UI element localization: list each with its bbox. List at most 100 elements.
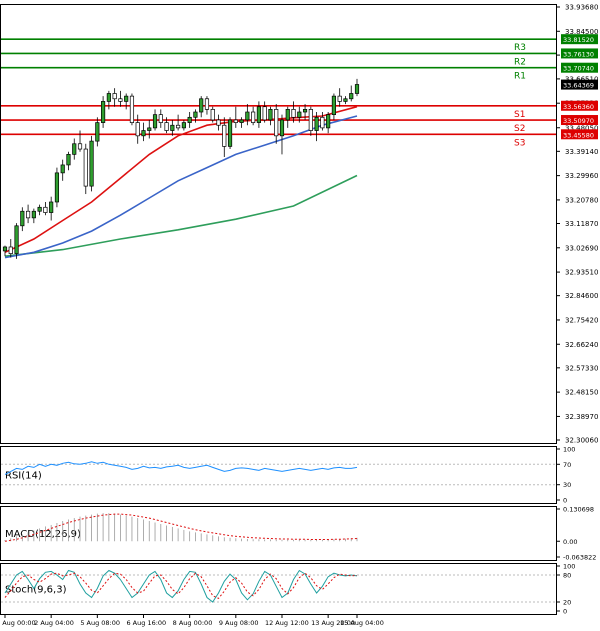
candle-bull: [106, 93, 111, 102]
price-tick-label: 33.20780: [565, 196, 598, 204]
price-tick-label: 32.48150: [565, 389, 598, 397]
candle-bull: [314, 116, 319, 131]
level-price-box-s3: [561, 129, 598, 140]
price-tick-label: 32.38970: [565, 413, 598, 421]
candle-bull: [181, 122, 186, 129]
candle-bull: [227, 119, 233, 147]
time-tick-label: 13 Aug 20:00: [311, 619, 355, 627]
price-tick-label: 33.29960: [565, 172, 598, 180]
candle-bear: [158, 114, 163, 123]
candle-bear: [83, 148, 88, 187]
level-name-s2: S2: [514, 124, 525, 134]
level-price-label-s3: 33.45580: [563, 131, 594, 139]
time-tick-label: 8 Aug 00:00: [173, 619, 213, 627]
stoch-title: Stoch(9,6,3): [5, 585, 67, 596]
level-price-label-s1: 33.56360: [563, 103, 594, 111]
price-tick-label: 32.30060: [565, 437, 598, 445]
candle-bull: [31, 210, 36, 219]
price-tick-label: 32.93510: [565, 269, 598, 277]
stoch-tick-label: 80: [563, 572, 571, 580]
time-tick-label: 2 Aug 04:00: [34, 619, 74, 627]
candle-bull: [95, 122, 100, 142]
candle-bear: [251, 111, 256, 123]
price-tick-label: 33.02690: [565, 244, 598, 252]
stoch-tick-label: 0: [563, 608, 567, 616]
rsi-tick-label: 0: [563, 497, 567, 505]
candle-bull: [326, 114, 331, 129]
candle-bull: [268, 109, 273, 121]
candle-bull: [101, 101, 106, 123]
level-name-r1: R1: [514, 72, 526, 82]
candle-bull: [124, 95, 129, 102]
time-tick-label: 12 Aug 12:00: [265, 619, 309, 627]
candle-bull: [187, 116, 192, 123]
level-name-r2: R2: [514, 57, 526, 67]
candle-bull: [245, 111, 250, 121]
macd-tick-label: 0.00: [563, 538, 577, 546]
candle-bull: [331, 95, 336, 116]
candle-bear: [210, 109, 215, 121]
candle-bull: [37, 206, 42, 212]
price-tick-label: 33.39140: [565, 148, 598, 156]
candle-bull: [60, 164, 65, 174]
level-name-r3: R3: [514, 43, 526, 53]
level-name-s3: S3: [514, 138, 525, 148]
candle-bull: [302, 109, 308, 113]
candle-bear: [129, 95, 135, 123]
candle-bull: [256, 106, 261, 123]
rsi-tick-label: 30: [563, 481, 571, 489]
level-name-s1: S1: [514, 110, 525, 120]
time-tick-label: 6 Aug 16:00: [126, 619, 166, 627]
panel-frame-1: [0, 446, 557, 504]
panel-frame-0: [0, 4, 557, 444]
candle-bear: [320, 116, 325, 129]
candle-bull: [170, 124, 175, 131]
candle-bear: [135, 122, 140, 137]
candle-bull: [2, 246, 8, 252]
candle-bull: [66, 154, 71, 166]
candle-bear: [308, 109, 313, 131]
level-price-box-r1: [561, 62, 598, 73]
stoch-tick-label: 100: [563, 563, 575, 571]
price-tick-label: 32.84600: [565, 292, 598, 300]
rsi-title: RSI(14): [5, 471, 42, 482]
macd-signal-line: [4, 513, 358, 542]
level-price-box-r3: [561, 34, 598, 45]
candle-bull: [141, 130, 146, 137]
level-price-label-s2: 33.50970: [563, 117, 594, 125]
level-price-label-r3: 33.81520: [563, 36, 594, 44]
level-price-box-r2: [561, 48, 598, 59]
price-tick-label: 33.93680: [565, 4, 598, 12]
price-tick-label: 33.66510: [565, 75, 598, 83]
price-tick-label: 32.66240: [565, 341, 598, 349]
price-tick-label: 33.11870: [565, 220, 598, 228]
current-price-box: [561, 79, 598, 90]
stoch-tick-label: 20: [563, 599, 571, 607]
time-tick-label: 15 Aug 04:00: [340, 619, 384, 627]
candle-bear: [216, 119, 221, 126]
candle-bull: [89, 140, 94, 187]
candle-bear: [8, 246, 13, 254]
candle-bear: [43, 206, 48, 213]
candle-bear: [26, 210, 31, 219]
rsi-line: [4, 461, 358, 475]
candle-bull: [343, 98, 348, 102]
candle-bull: [349, 93, 354, 100]
ma-mid-line: [4, 115, 358, 259]
rsi-tick-label: 100: [563, 446, 575, 454]
stoch-main-line: [4, 569, 358, 603]
candle-bull: [14, 225, 19, 254]
price-tick-label: 33.84500: [565, 28, 598, 36]
level-price-label-r2: 33.76130: [563, 50, 594, 58]
rsi-tick-label: 70: [563, 461, 571, 469]
candle-bull: [49, 201, 54, 213]
candle-bull: [239, 119, 244, 123]
price-tick-label: 33.48050: [565, 124, 598, 132]
candle-bear: [118, 98, 123, 102]
candle-bear: [204, 98, 210, 110]
panel-frame-2: [0, 506, 557, 561]
time-tick-label: 2 Aug 00:00: [0, 619, 36, 627]
candle-bear: [291, 109, 296, 118]
macd-title: MACD(12,26,9): [5, 529, 81, 540]
